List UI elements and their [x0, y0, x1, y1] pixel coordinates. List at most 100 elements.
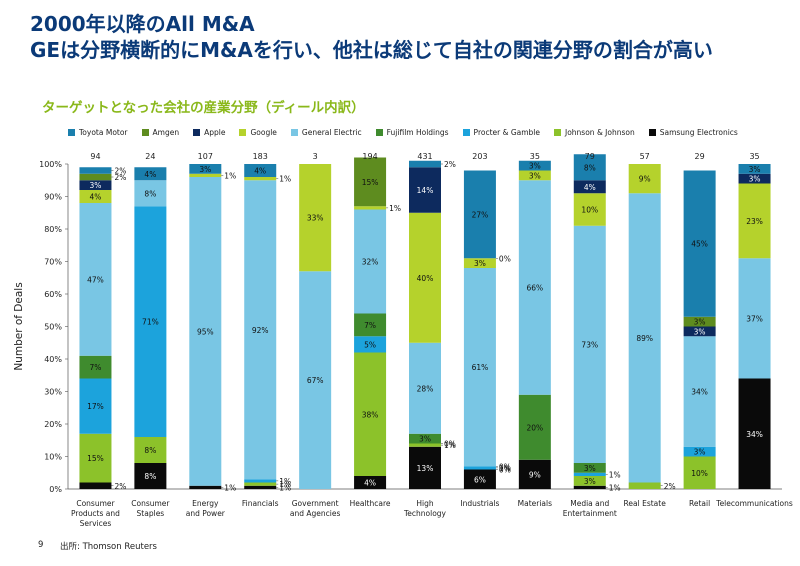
- x-tick-label: Staples: [137, 509, 165, 518]
- bar-segment: [189, 173, 222, 177]
- data-label: 3%: [749, 165, 761, 174]
- data-label: 7%: [90, 363, 102, 372]
- bar-total-label: 35: [530, 152, 540, 161]
- legend-item: Procter & Gamble: [462, 128, 540, 137]
- x-tick-label: and Agencies: [290, 509, 341, 518]
- data-label: 1%: [609, 470, 621, 479]
- data-label: 1%: [279, 175, 291, 184]
- x-tick-label: Media and: [570, 499, 609, 508]
- legend-item: Toyota Motor: [68, 128, 128, 137]
- bar-segment: [354, 352, 387, 476]
- bar-segment: [79, 180, 112, 190]
- data-label: 4%: [584, 183, 596, 192]
- bar-segment: [299, 164, 332, 272]
- source-note: 出所: Thomson Reuters: [60, 542, 157, 552]
- bar-segment: [134, 437, 167, 463]
- data-label: 34%: [691, 388, 708, 397]
- bar-segment: [683, 336, 716, 447]
- legend-item: Samsung Electronics: [648, 128, 738, 137]
- bar-segment: [573, 485, 606, 489]
- bar-segment: [738, 258, 771, 379]
- x-tick-label: Telecommunications: [715, 499, 793, 508]
- bar-segment: [573, 180, 606, 194]
- data-label: 8%: [584, 163, 596, 172]
- x-tick-label: Services: [80, 519, 112, 528]
- y-tick-label: 40%: [44, 355, 62, 364]
- data-label: 45%: [691, 240, 708, 249]
- data-label: 3%: [474, 259, 486, 268]
- bar-segment: [409, 160, 441, 168]
- data-label: 71%: [142, 318, 159, 327]
- bar-total-label: 79: [585, 152, 595, 161]
- legend-label: Amgen: [152, 128, 180, 137]
- bar-segment: [409, 446, 441, 489]
- legend-swatch: [193, 129, 201, 136]
- legend-item: Amgen: [141, 128, 180, 137]
- legend-swatch: [290, 129, 298, 136]
- legend-label: Johnson & Johnson: [565, 128, 635, 137]
- bar-segment: [463, 170, 496, 259]
- bar-segment: [683, 316, 716, 327]
- legend-item: Fujifilm Holdings: [375, 128, 449, 137]
- y-tick-label: 100%: [39, 160, 62, 169]
- bar-segment: [573, 463, 606, 473]
- bar-segment: [463, 258, 496, 268]
- data-label: 20%: [527, 423, 544, 432]
- bar-segment: [79, 355, 112, 379]
- data-label: 3%: [529, 171, 541, 180]
- bar-total-label: 3: [313, 152, 318, 161]
- bar-segment: [354, 157, 387, 207]
- legend-label: Google: [250, 128, 277, 137]
- y-tick-label: 20%: [44, 420, 62, 429]
- y-tick-label: 90%: [44, 193, 62, 202]
- bar-segment: [354, 206, 387, 210]
- data-label: 67%: [307, 376, 324, 385]
- chart-subtitle: ターゲットとなった会社の産業分野（ディール内訳）: [42, 100, 365, 116]
- data-label: 14%: [417, 186, 434, 195]
- bar-segment: [518, 170, 551, 181]
- bar-segment: [628, 193, 661, 483]
- data-label: 3%: [694, 327, 706, 336]
- bar-segment: [299, 271, 332, 489]
- bar-total-label: 194: [362, 152, 377, 161]
- bar-segment: [463, 466, 496, 470]
- data-label: 1%: [499, 464, 511, 473]
- bar-segment: [189, 164, 222, 174]
- legend-swatch: [554, 129, 561, 136]
- legend-swatch: [375, 129, 383, 136]
- x-tick-label: Real Estate: [624, 499, 667, 508]
- bar-segment: [573, 193, 606, 226]
- data-label: 2%: [444, 160, 456, 169]
- data-label: 23%: [746, 217, 763, 226]
- x-tick-label: Consumer: [76, 499, 115, 508]
- bar-total-label: 35: [749, 152, 759, 161]
- bar-total-label: 94: [90, 152, 100, 161]
- data-label: 10%: [581, 206, 598, 215]
- legend-label: Samsung Electronics: [659, 128, 738, 137]
- legend-label: Toyota Motor: [79, 128, 128, 137]
- x-tick-label: Financials: [242, 499, 279, 508]
- y-tick-label: 10%: [44, 453, 62, 462]
- bar-segment: [244, 177, 277, 181]
- data-label: 9%: [639, 175, 651, 184]
- data-label: 4%: [254, 167, 266, 176]
- bar-total-label: 29: [695, 152, 705, 161]
- data-label: 8%: [144, 472, 156, 481]
- legend-label: Procter & Gamble: [473, 128, 540, 137]
- x-tick-label: Industrials: [460, 499, 499, 508]
- data-label: 4%: [144, 170, 156, 179]
- bar-segment: [738, 164, 771, 174]
- page-headline: GEは分野横断的にM&Aを行い、他社は総じて自社の関連分野の割合が高い: [30, 38, 713, 62]
- bar-segment: [683, 446, 716, 457]
- data-label: 1%: [279, 477, 291, 486]
- y-tick-label: 80%: [44, 225, 62, 234]
- legend-label: General Electric: [301, 128, 362, 137]
- bar-segment: [409, 167, 441, 213]
- data-label: 89%: [636, 334, 653, 343]
- bar-segment: [134, 463, 167, 489]
- bar-segment: [134, 180, 167, 207]
- x-tick-label: Healthcare: [350, 499, 391, 508]
- legend-item: General Electric: [290, 128, 362, 137]
- data-label: 3%: [694, 318, 706, 327]
- data-label: 17%: [87, 402, 104, 411]
